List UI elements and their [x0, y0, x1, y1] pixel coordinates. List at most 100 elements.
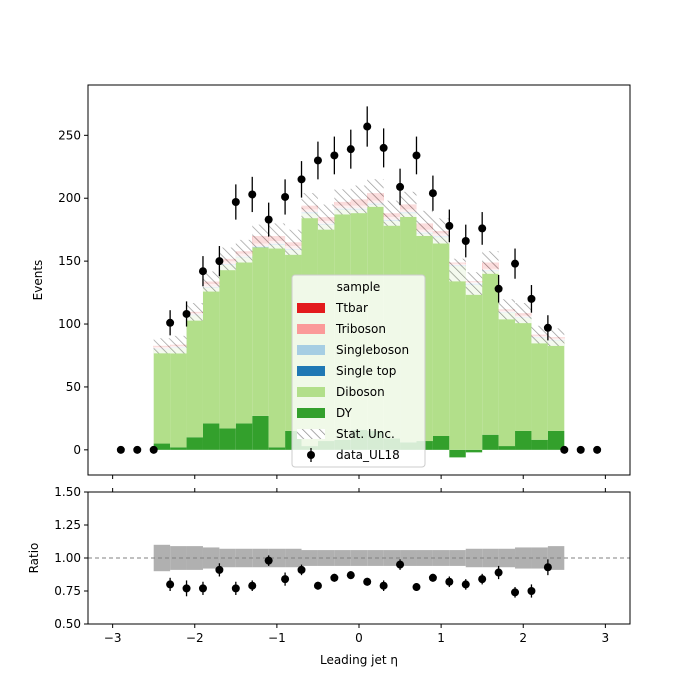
dy-bar	[515, 430, 532, 450]
ratio-x-ticks: −3 −2 −1 0 1 2 3	[104, 488, 609, 645]
single-top-legend-swatch	[297, 366, 325, 376]
legend: sample Ttbar Triboson Singleboson Single to…	[291, 274, 426, 468]
ttbar-legend-swatch	[297, 303, 325, 313]
legend-label-data-ul18: data_UL18	[336, 448, 400, 462]
dy-bar	[498, 446, 516, 450]
ratio-point	[511, 588, 520, 597]
y-tick-label: 150	[58, 254, 81, 268]
stat-unc-hatch	[432, 218, 450, 244]
y-tick-label: 50	[66, 380, 81, 394]
ratio-y-tick-label: 1.25	[54, 518, 81, 532]
y-tick-label: 100	[58, 317, 81, 331]
stat-unc-hatch	[482, 251, 499, 274]
data-point	[445, 221, 454, 230]
x-tick-label: 3	[602, 631, 610, 645]
data-legend-marker	[307, 451, 315, 459]
ratio-band-segment	[170, 546, 187, 570]
data-point	[461, 237, 470, 245]
stat-unc-hatch	[334, 189, 351, 215]
dy-bar	[432, 436, 450, 450]
data-point	[560, 445, 569, 454]
ratio-point	[281, 575, 290, 584]
ratio-band-segment	[498, 548, 516, 568]
legend-title: sample	[337, 280, 381, 294]
ratio-y-tick-label: 1.50	[54, 485, 81, 499]
legend-label-stat-unc: Stat. Unc.	[336, 427, 395, 441]
diboson-bar	[186, 315, 203, 438]
ratio-point	[379, 581, 388, 590]
data-point	[133, 445, 142, 454]
stat-unc-hatch	[350, 185, 368, 214]
ratio-point	[494, 568, 503, 577]
diboson-bar	[465, 285, 483, 450]
stat-unc-hatch	[547, 328, 565, 346]
ratio-band-segment	[219, 548, 236, 568]
stat-unc-hatch	[219, 247, 236, 271]
diboson-bar	[268, 244, 286, 448]
ratio-band-segment	[252, 548, 269, 568]
data-point	[543, 323, 552, 332]
stat-uncertainty-band	[153, 179, 565, 354]
data-point	[182, 309, 191, 318]
ratio-band-segment	[268, 548, 286, 568]
main-y-ticks: 0 50 100 150 200 250	[58, 128, 88, 457]
data-point	[478, 224, 487, 233]
diboson-bar	[170, 347, 187, 448]
data-point	[248, 190, 257, 199]
stat-unc-hatch	[285, 229, 302, 255]
dy-bar	[186, 437, 203, 450]
data-point	[231, 198, 240, 206]
data-point	[149, 445, 158, 454]
legend-label-diboson: Diboson	[336, 385, 385, 399]
diboson-bar	[482, 271, 499, 435]
data-point	[428, 189, 437, 198]
ratio-band-segment	[301, 550, 318, 566]
stat-unc-hatch	[416, 210, 433, 236]
y-tick-label: 250	[58, 128, 81, 142]
data-point	[363, 122, 372, 131]
legend-label-ttbar: Ttbar	[335, 301, 368, 315]
x-tick-label: −3	[104, 631, 122, 645]
diboson-bar	[432, 237, 450, 436]
stat-unc-hatch	[367, 179, 384, 207]
data-points	[116, 106, 602, 454]
triboson-legend-swatch	[297, 324, 325, 334]
diboson-bar	[235, 257, 253, 424]
stat-unc-hatch	[268, 223, 286, 249]
data-point	[576, 445, 585, 454]
stat-unc-hatch	[202, 271, 220, 292]
ratio-point	[330, 573, 339, 582]
data-point	[313, 156, 322, 165]
ratio-point	[543, 563, 552, 572]
stat-unc-hatch	[383, 200, 401, 226]
diboson-legend-swatch	[297, 387, 325, 397]
ratio-y-ticks: 0.50 0.75 1.00 1.25 1.50	[54, 485, 88, 631]
main-panel: 0 50 100 150 200 250 Events sample Ttbar Tribo…	[31, 84, 631, 479]
ratio-point	[198, 584, 207, 593]
ratio-point	[264, 556, 273, 565]
ratio-band-segment	[449, 550, 466, 566]
x-tick-label: 0	[355, 631, 363, 645]
dy-bar	[482, 434, 499, 450]
data-point	[264, 215, 273, 224]
ratio-point	[346, 571, 355, 580]
stat-unc-hatch	[170, 335, 187, 354]
ratio-point	[313, 581, 322, 590]
legend-label-singleboson: Singleboson	[336, 343, 409, 357]
legend-label-single-top: Single top	[336, 364, 396, 378]
ratio-band-segment	[202, 547, 220, 569]
stat-unc-hatch	[301, 193, 318, 219]
data-point	[116, 445, 125, 454]
ratio-y-tick-label: 0.50	[54, 617, 81, 631]
dy-bar	[170, 447, 187, 450]
main-x-ticks	[112, 475, 606, 479]
diboson-bar	[531, 337, 548, 440]
dy-bar	[202, 423, 220, 450]
dy-bar	[449, 449, 466, 458]
legend-label-triboson: Triboson	[335, 322, 386, 336]
stat-unc-hatch	[317, 204, 335, 230]
data-point	[593, 445, 602, 454]
y-tick-label: 200	[58, 191, 81, 205]
ratio-band-segment	[350, 550, 368, 566]
